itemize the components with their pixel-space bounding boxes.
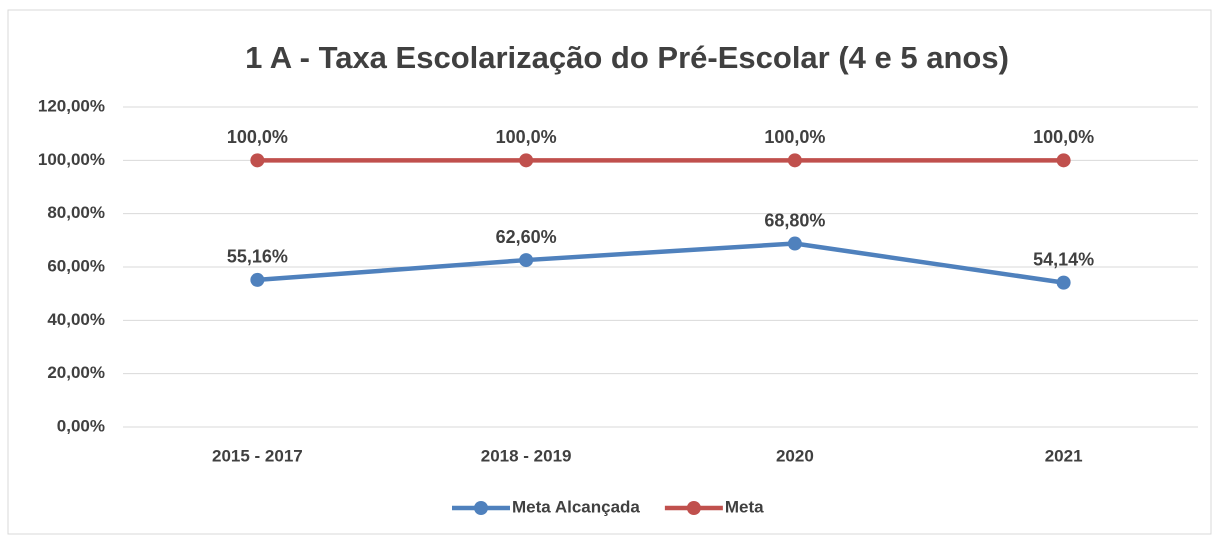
data-label: 55,16% [227, 247, 288, 267]
y-tick-label: 60,00% [47, 256, 105, 275]
y-tick-label: 120,00% [38, 96, 105, 115]
legend-marker [474, 501, 488, 515]
chart-frame [7, 9, 1212, 535]
x-tick-label: 2020 [776, 446, 814, 465]
data-label: 100,0% [764, 127, 825, 147]
x-tick-label: 2015 - 2017 [212, 446, 303, 465]
y-tick-label: 80,00% [47, 203, 105, 222]
data-label: 62,60% [496, 227, 557, 247]
legend-label: Meta Alcançada [512, 497, 640, 516]
data-point [787, 236, 802, 251]
data-label: 100,0% [227, 127, 288, 147]
x-tick-label: 2018 - 2019 [481, 446, 572, 465]
data-point [787, 153, 802, 168]
data-label: 54,14% [1033, 249, 1094, 269]
data-point [519, 253, 534, 268]
legend-label: Meta [725, 497, 764, 516]
data-point [250, 272, 265, 287]
y-tick-label: 0,00% [57, 416, 105, 435]
chart-title: 1 A - Taxa Escolarização do Pré-Escolar … [245, 40, 1009, 75]
data-point [250, 153, 265, 168]
series-line [257, 241, 1064, 285]
data-label: 68,80% [764, 210, 825, 230]
y-tick-label: 100,00% [38, 150, 105, 169]
legend-marker [686, 501, 701, 515]
data-label: 100,0% [1033, 127, 1094, 147]
data-label: 100,0% [496, 127, 557, 147]
x-tick-label: 2021 [1045, 446, 1083, 465]
data-point [519, 153, 534, 168]
data-point [1056, 275, 1071, 290]
y-tick-label: 40,00% [47, 310, 105, 329]
data-point [1056, 153, 1071, 168]
y-tick-label: 20,00% [47, 363, 105, 382]
